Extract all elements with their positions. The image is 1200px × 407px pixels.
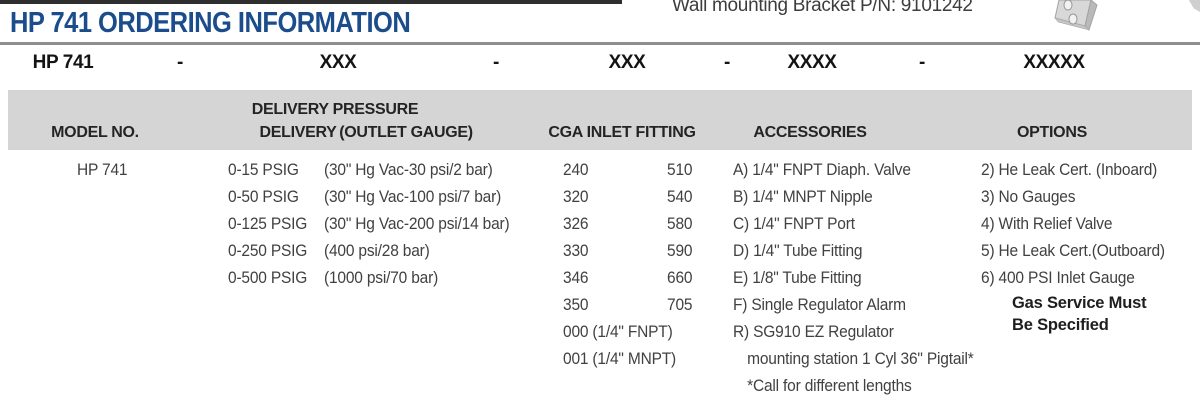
outlet-gauge-column: (30" Hg Vac-30 psi/2 bar) (30" Hg Vac-10… [324, 157, 510, 292]
cga-code: 350 [563, 296, 589, 314]
table-header-band [8, 90, 1192, 150]
part-code-separator: - [919, 52, 925, 73]
accessory-item: B) 1/4" MNPT Nipple [733, 188, 873, 206]
column-header-model-no: MODEL NO. [51, 124, 139, 141]
accessory-item: A) 1/4" FNPT Diaph. Valve [733, 161, 911, 179]
part-code-segment-options: XXXXX [1023, 52, 1085, 73]
cga-code: 326 [563, 215, 589, 233]
column-header-cga-inlet: CGA INLET FITTING [548, 124, 696, 141]
header-divider [0, 42, 1200, 45]
gas-service-note-line: Gas Service Must [1012, 294, 1147, 312]
cga-code: 510 [667, 161, 693, 179]
column-header-delivery-pressure-group: DELIVERY PRESSURE [251, 101, 419, 118]
wall-mounting-note: Wall mounting Bracket P/N: 9101242 [672, 0, 973, 16]
option-item: 4) With Relief Valve [981, 215, 1113, 233]
part-code-model: HP 741 [32, 52, 94, 73]
outlet-gauge-value: (1000 psi/70 bar) [324, 269, 439, 287]
gas-service-note: Gas Service Must Be Specified [1012, 292, 1147, 336]
cga-inlet-column-1: 240 320 326 330 346 350 000 (1/4" FNPT) … [563, 157, 676, 373]
cga-code: 330 [563, 242, 589, 260]
outlet-gauge-value: (30" Hg Vac-30 psi/2 bar) [324, 161, 493, 179]
cga-inlet-column-2: 510 540 580 590 660 705 [667, 157, 693, 319]
page-title: HP 741 ORDERING INFORMATION [10, 7, 411, 39]
column-header-accessories: ACCESSORIES [753, 124, 867, 141]
part-code-separator: - [177, 52, 183, 73]
outlet-gauge-value: (30" Hg Vac-200 psi/14 bar) [324, 215, 510, 233]
accessory-item-continuation: mounting station 1 Cyl 36" Pigtail* [747, 350, 974, 368]
cga-code: 346 [563, 269, 589, 287]
part-code-segment-delivery: XXX [319, 52, 357, 73]
cga-code: 001 (1/4" MNPT) [563, 350, 677, 368]
accessory-item: C) 1/4" FNPT Port [733, 215, 855, 233]
part-code-segment-cga: XXX [608, 52, 646, 73]
delivery-value: 0-125 PSIG [228, 215, 308, 233]
cga-code: 590 [667, 242, 693, 260]
options-column: 2) He Leak Cert. (Inboard) 3) No Gauges … [981, 157, 1165, 292]
option-item: 5) He Leak Cert.(Outboard) [981, 242, 1165, 260]
gas-service-note-line: Be Specified [1012, 316, 1109, 334]
accessory-item: E) 1/8" Tube Fitting [733, 269, 862, 287]
option-item: 2) He Leak Cert. (Inboard) [981, 161, 1158, 179]
delivery-value: 0-15 PSIG [228, 161, 299, 179]
cga-code: 705 [667, 296, 693, 314]
cga-code: 240 [563, 161, 589, 179]
part-code-separator: - [724, 52, 730, 73]
option-item: 3) No Gauges [981, 188, 1076, 206]
cga-code: 320 [563, 188, 589, 206]
outlet-gauge-value: (400 psi/28 bar) [324, 242, 430, 260]
cga-code: 660 [667, 269, 693, 287]
accessories-column: A) 1/4" FNPT Diaph. Valve B) 1/4" MNPT N… [733, 157, 974, 400]
wall-mounting-bracket-icon [1045, 0, 1105, 34]
cutoff-image-fragment [1188, 0, 1200, 12]
model-no-column: HP 741 [77, 157, 128, 184]
cga-code: 000 (1/4" FNPT) [563, 323, 673, 341]
column-header-outlet-gauge: (OUTLET GAUGE) [339, 124, 473, 141]
part-code-separator: - [493, 52, 499, 73]
column-header-delivery: DELIVERY [259, 124, 337, 141]
delivery-value: 0-50 PSIG [228, 188, 299, 206]
delivery-value: 0-250 PSIG [228, 242, 308, 260]
cutoff-table-border [0, 0, 622, 4]
outlet-gauge-value: (30" Hg Vac-100 psi/7 bar) [324, 188, 502, 206]
cga-code: 540 [667, 188, 693, 206]
accessory-item: D) 1/4" Tube Fitting [733, 242, 863, 260]
accessory-footnote: *Call for different lengths [747, 377, 912, 395]
option-item: 6) 400 PSI Inlet Gauge [981, 269, 1135, 287]
accessory-item: R) SG910 EZ Regulator [733, 323, 894, 341]
model-no-value: HP 741 [77, 161, 128, 179]
delivery-column: 0-15 PSIG 0-50 PSIG 0-125 PSIG 0-250 PSI… [228, 157, 307, 292]
delivery-value: 0-500 PSIG [228, 269, 308, 287]
cga-code: 580 [667, 215, 693, 233]
accessory-item: F) Single Regulator Alarm [733, 296, 906, 314]
part-code-segment-accessories: XXXX [787, 52, 837, 73]
column-header-options: OPTIONS [1017, 124, 1087, 141]
